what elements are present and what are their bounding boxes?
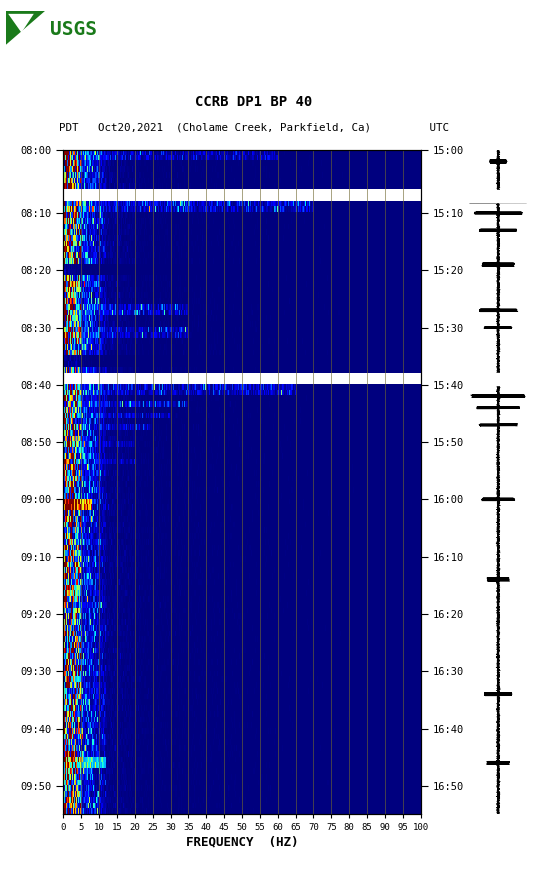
- Bar: [447, 373, 549, 385]
- Polygon shape: [6, 11, 45, 45]
- Bar: [447, 190, 549, 202]
- Polygon shape: [8, 13, 34, 33]
- X-axis label: FREQUENCY  (HZ): FREQUENCY (HZ): [186, 835, 298, 848]
- Text: CCRB DP1 BP 40: CCRB DP1 BP 40: [195, 95, 312, 109]
- Text: USGS: USGS: [50, 20, 97, 39]
- Text: PDT   Oct20,2021  (Cholame Creek, Parkfield, Ca)         UTC: PDT Oct20,2021 (Cholame Creek, Parkfield…: [59, 122, 449, 132]
